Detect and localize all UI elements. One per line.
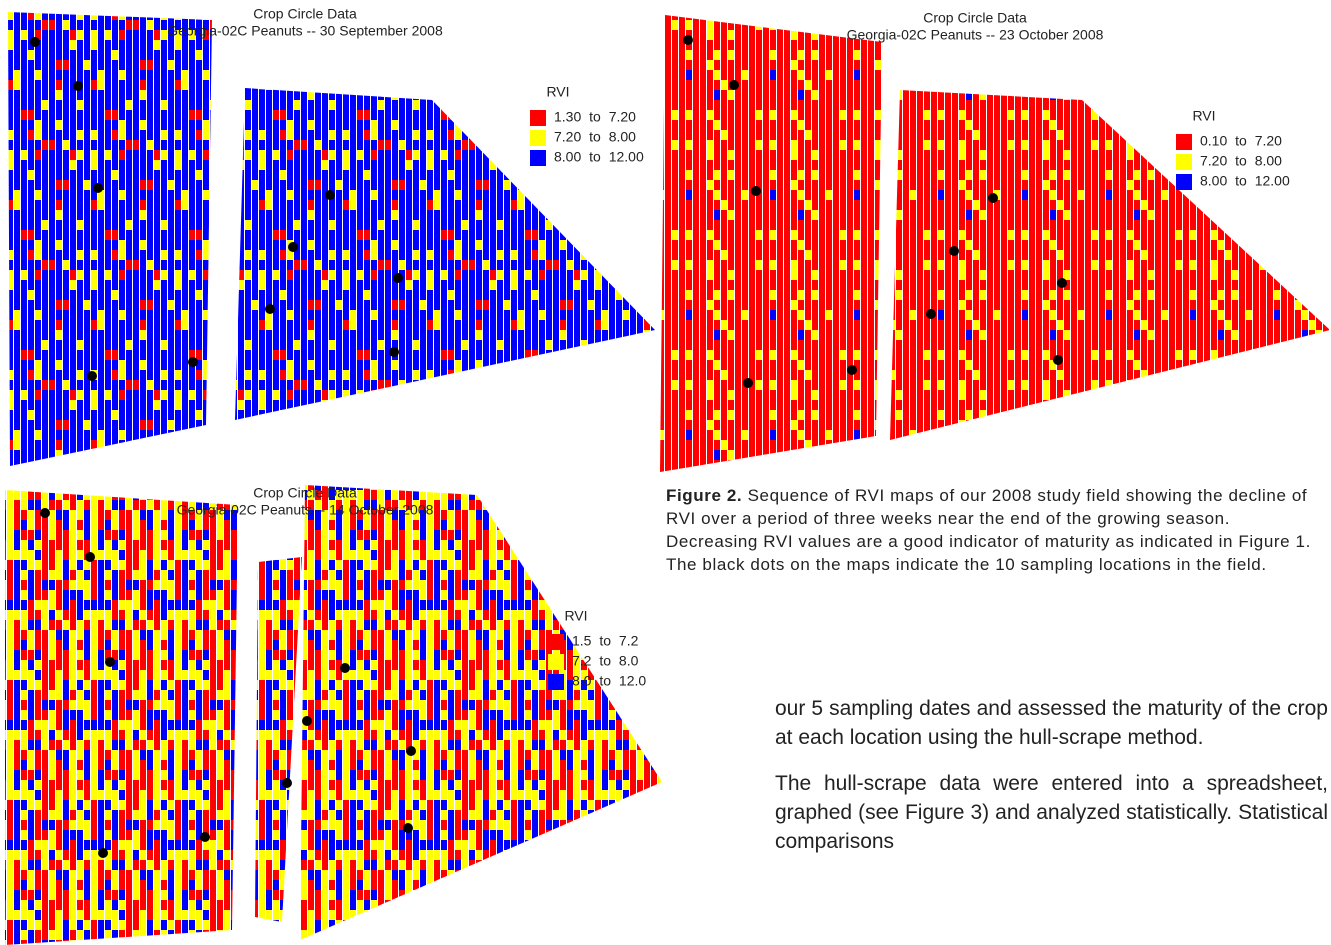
sampling-location <box>389 347 399 357</box>
sampling-location <box>302 716 312 726</box>
map-subtitle: Georgia-02C Peanuts -- 14 October 2008 <box>177 502 434 518</box>
caption-text: Sequence of RVI maps of our 2008 study f… <box>666 486 1311 574</box>
sampling-location <box>282 778 292 788</box>
sampling-location <box>105 657 115 667</box>
map-title: Crop Circle Data <box>253 6 357 22</box>
page: { "maps": [ {"title": "Crop Circle Data"… <box>0 0 1331 945</box>
legend-label: 8.00 to 12.00 <box>1200 173 1290 189</box>
legend-title: RVI <box>564 608 587 624</box>
field <box>300 485 662 940</box>
field <box>8 12 212 466</box>
legend-swatch <box>530 130 546 146</box>
map-subtitle: Georgia-02C Peanuts -- 30 September 2008 <box>167 23 443 39</box>
field <box>5 490 238 945</box>
legend-swatch <box>548 674 564 690</box>
field <box>255 557 302 922</box>
legend-label: 7.20 to 8.00 <box>1200 153 1282 169</box>
legend-label: 7.2 to 8.0 <box>572 653 639 669</box>
legend-label: 8.00 to 12.00 <box>554 149 644 165</box>
paragraph: our 5 sampling dates and assessed the ma… <box>775 694 1328 752</box>
sampling-location <box>87 371 97 381</box>
sampling-location <box>73 81 83 91</box>
sampling-location <box>340 663 350 673</box>
map-title: Crop Circle Data <box>923 10 1027 26</box>
sampling-location <box>200 832 210 842</box>
figure-caption: Figure 2. Sequence of RVI maps of our 20… <box>666 484 1326 576</box>
sampling-location <box>949 246 959 256</box>
sampling-location <box>1057 278 1067 288</box>
legend-swatch <box>548 654 564 670</box>
legend-swatch <box>530 110 546 126</box>
sampling-location <box>403 823 413 833</box>
field <box>660 15 882 472</box>
sampling-location <box>1053 355 1063 365</box>
body-text: our 5 sampling dates and assessed the ma… <box>775 694 1328 945</box>
sampling-location <box>751 186 761 196</box>
sampling-location <box>93 183 103 193</box>
sampling-location <box>325 190 335 200</box>
legend-swatch <box>548 634 564 650</box>
sampling-location <box>98 848 108 858</box>
legend-title: RVI <box>546 84 569 100</box>
legend-title: RVI <box>1192 108 1215 124</box>
caption-label: Figure 2. <box>666 486 742 505</box>
sampling-location <box>288 242 298 252</box>
sampling-location <box>729 80 739 90</box>
legend-label: 7.20 to 8.00 <box>554 129 636 145</box>
sampling-location <box>188 357 198 367</box>
paragraph: The hull-scrape data were entered into a… <box>775 769 1328 856</box>
legend-label: 8.0 to 12.0 <box>572 673 646 689</box>
sampling-location <box>30 37 40 47</box>
sampling-location <box>406 746 416 756</box>
sampling-location <box>265 304 275 314</box>
legend-label: 1.30 to 7.20 <box>554 109 636 125</box>
sampling-location <box>926 309 936 319</box>
legend-label: 1.5 to 7.2 <box>572 633 639 649</box>
legend-swatch <box>530 150 546 166</box>
sampling-location <box>40 508 50 518</box>
sampling-location <box>393 273 403 283</box>
map-title: Crop Circle Data <box>253 485 357 501</box>
sampling-location <box>85 552 95 562</box>
sampling-location <box>847 365 857 375</box>
legend-swatch <box>1176 174 1192 190</box>
sampling-location <box>743 378 753 388</box>
sampling-location <box>683 35 693 45</box>
legend-swatch <box>1176 134 1192 150</box>
legend-swatch <box>1176 154 1192 170</box>
legend-label: 0.10 to 7.20 <box>1200 133 1282 149</box>
map-subtitle: Georgia-02C Peanuts -- 23 October 2008 <box>847 27 1104 43</box>
sampling-location <box>988 193 998 203</box>
